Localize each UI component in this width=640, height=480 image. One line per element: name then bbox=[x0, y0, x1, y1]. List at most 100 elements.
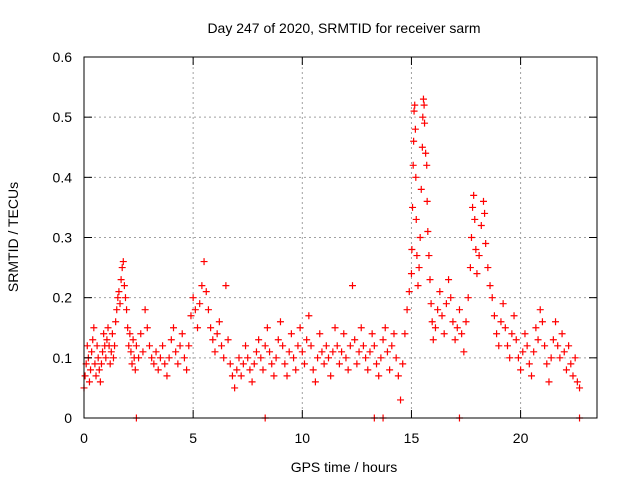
data-point bbox=[96, 378, 104, 386]
data-point bbox=[139, 348, 147, 356]
data-point bbox=[135, 354, 143, 362]
data-point bbox=[573, 378, 581, 386]
data-point bbox=[429, 336, 437, 344]
data-point bbox=[148, 354, 156, 362]
data-point bbox=[357, 324, 365, 332]
data-point bbox=[116, 300, 124, 308]
data-point bbox=[416, 234, 424, 241]
data-point bbox=[512, 336, 520, 344]
data-point bbox=[272, 354, 280, 362]
data-point bbox=[397, 396, 405, 404]
data-point bbox=[567, 360, 575, 368]
data-point bbox=[484, 264, 492, 272]
data-point bbox=[281, 360, 289, 368]
data-point bbox=[124, 324, 132, 332]
data-point bbox=[244, 354, 252, 362]
data-point bbox=[213, 330, 221, 338]
data-point bbox=[154, 366, 162, 374]
data-point bbox=[246, 366, 254, 374]
data-point bbox=[274, 336, 282, 344]
data-point bbox=[375, 372, 383, 380]
data-point bbox=[314, 354, 322, 362]
data-point bbox=[569, 372, 577, 380]
data-point bbox=[170, 324, 178, 332]
data-point bbox=[180, 354, 188, 362]
data-point bbox=[202, 288, 210, 296]
data-point bbox=[381, 324, 389, 332]
data-point bbox=[362, 354, 370, 362]
data-point bbox=[300, 360, 308, 368]
data-point bbox=[428, 318, 436, 326]
data-point bbox=[467, 234, 475, 241]
data-point bbox=[335, 360, 343, 368]
data-point bbox=[466, 264, 474, 272]
data-point bbox=[460, 348, 468, 356]
data-point bbox=[112, 318, 120, 326]
data-point bbox=[536, 306, 544, 314]
x-tick-label: 0 bbox=[80, 430, 88, 446]
data-point bbox=[499, 300, 507, 308]
data-point bbox=[508, 330, 516, 338]
data-point bbox=[388, 342, 396, 350]
data-point bbox=[128, 360, 136, 368]
data-point bbox=[261, 342, 269, 350]
data-point bbox=[307, 342, 315, 350]
data-point bbox=[453, 324, 461, 332]
data-point bbox=[266, 348, 274, 356]
data-point bbox=[141, 306, 149, 314]
data-point bbox=[204, 306, 212, 314]
data-point bbox=[434, 306, 442, 314]
data-point bbox=[541, 342, 549, 350]
data-point bbox=[114, 294, 122, 302]
data-point bbox=[165, 354, 173, 362]
data-point bbox=[159, 342, 167, 350]
y-tick-label: 0 bbox=[64, 410, 72, 426]
data-point bbox=[549, 336, 557, 344]
data-point bbox=[276, 318, 284, 326]
data-point bbox=[99, 348, 107, 356]
data-point bbox=[501, 324, 509, 332]
data-point bbox=[470, 191, 478, 199]
data-point bbox=[125, 342, 133, 350]
data-point bbox=[409, 203, 417, 211]
data-point bbox=[152, 348, 160, 356]
data-point bbox=[185, 342, 193, 350]
data-point bbox=[503, 342, 511, 350]
data-point bbox=[331, 324, 339, 332]
data-point bbox=[259, 366, 267, 374]
data-point bbox=[490, 312, 498, 320]
data-point bbox=[329, 348, 337, 356]
axis-ticks bbox=[83, 56, 597, 419]
data-point bbox=[422, 149, 430, 157]
data-point bbox=[108, 330, 116, 338]
data-point bbox=[226, 360, 234, 368]
data-point bbox=[379, 336, 387, 344]
data-point bbox=[390, 330, 398, 338]
data-point bbox=[399, 360, 407, 368]
data-point bbox=[187, 312, 195, 320]
data-point bbox=[417, 185, 425, 193]
data-point bbox=[118, 264, 126, 272]
data-point bbox=[287, 330, 295, 338]
data-point bbox=[440, 330, 448, 338]
data-point bbox=[510, 312, 518, 320]
data-point bbox=[318, 348, 326, 356]
data-point bbox=[127, 348, 135, 356]
data-point bbox=[351, 336, 359, 344]
data-point bbox=[150, 360, 158, 368]
data-point bbox=[410, 107, 418, 115]
data-point bbox=[102, 354, 110, 362]
data-point bbox=[228, 372, 236, 380]
data-point bbox=[532, 324, 540, 332]
data-point bbox=[538, 318, 546, 326]
data-point bbox=[477, 221, 485, 229]
data-point bbox=[93, 342, 101, 350]
data-point bbox=[425, 252, 433, 260]
data-point bbox=[449, 318, 457, 326]
data-point bbox=[235, 354, 243, 362]
data-point bbox=[469, 203, 477, 211]
data-point bbox=[129, 336, 137, 344]
data-point bbox=[497, 318, 505, 326]
data-point bbox=[320, 360, 328, 368]
